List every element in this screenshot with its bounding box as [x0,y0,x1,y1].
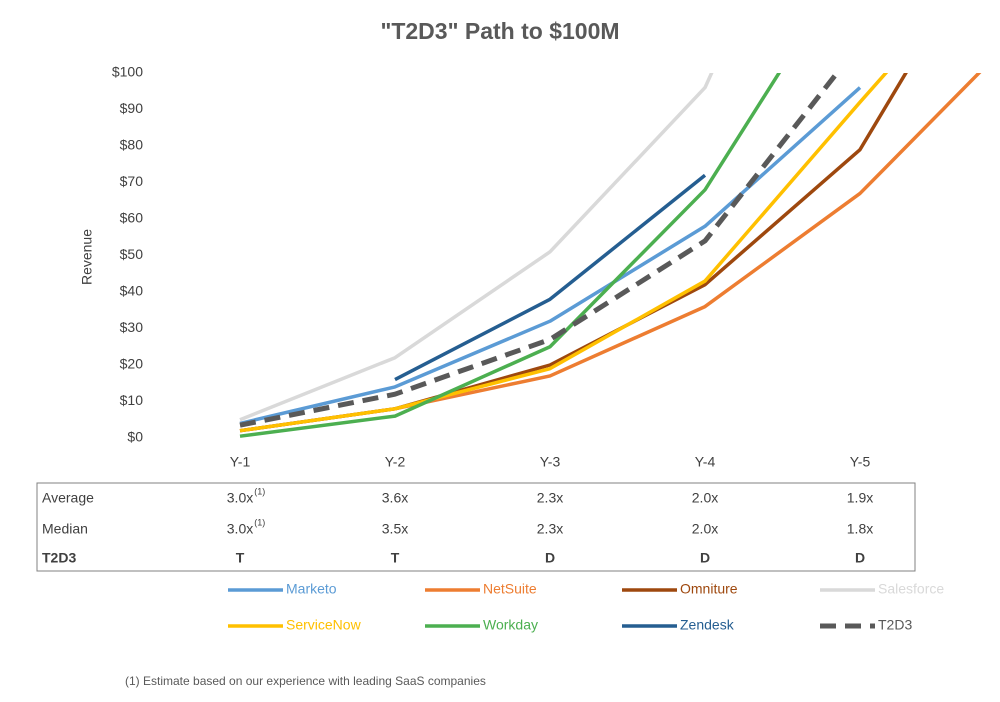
x-tick-label: Y-2 [385,454,406,470]
x-tick-label: Y-1 [230,454,251,470]
x-tick-label: Y-4 [695,454,716,470]
footnote-mark: (1) [254,486,265,496]
footnote: (1) Estimate based on our experience wit… [125,674,486,688]
y-tick-label: $10 [120,392,144,408]
table-cell: 3.0x [227,521,253,537]
plot-area [239,73,982,438]
legend-label: Zendesk [680,617,735,633]
legend-label: T2D3 [878,617,912,633]
legend-label: Omniture [680,581,738,597]
y-tick-label: $20 [120,356,144,372]
table-cell: 3.6x [382,490,408,506]
table-cell: T [236,550,245,566]
x-tick-label: Y-5 [850,454,871,470]
table-cell: D [855,550,865,566]
y-tick-label: $90 [120,100,144,116]
series-line [394,173,707,382]
series-line [239,73,982,433]
y-tick-label: $50 [120,246,144,262]
table-frame [36,482,916,572]
y-tick-label: $70 [120,173,144,189]
legend-label: ServiceNow [286,617,362,633]
table-cell: T [391,550,400,566]
table-cell: 2.0x [692,490,718,506]
series-line [239,73,714,422]
table-cell: 1.9x [847,490,873,506]
legend-label: Salesforce [878,581,944,597]
table-cell: 2.3x [537,521,563,537]
y-tick-label: $0 [127,429,143,445]
table-cell: 2.0x [692,521,718,537]
row-label: Average [42,490,94,506]
y-tick-label: $60 [120,210,144,226]
legend-label: NetSuite [483,581,537,597]
table-cell: 2.3x [537,490,563,506]
y-tick-label: $30 [120,319,144,335]
table-cell: D [700,550,710,566]
legend-label: Workday [483,617,538,633]
row-label: T2D3 [42,550,76,566]
series-line [239,73,841,428]
y-axis-label: Revenue [79,229,95,285]
series-line [239,86,862,426]
y-tick-label: $40 [120,283,144,299]
y-tick-label: $100 [112,64,143,80]
legend-label: Marketo [286,581,337,597]
y-tick-label: $80 [120,137,144,153]
footnote-mark: (1) [254,517,265,527]
table-cell: 3.5x [382,521,408,537]
table-cell: D [545,550,555,566]
row-label: Median [42,521,88,537]
series-line [239,73,889,433]
table-cell: 3.0x [227,490,253,506]
chart-title: "T2D3" Path to $100M [380,18,619,44]
x-tick-label: Y-3 [540,454,561,470]
series-line [239,73,782,438]
series-line [239,73,908,433]
table-cell: 1.8x [847,521,873,537]
